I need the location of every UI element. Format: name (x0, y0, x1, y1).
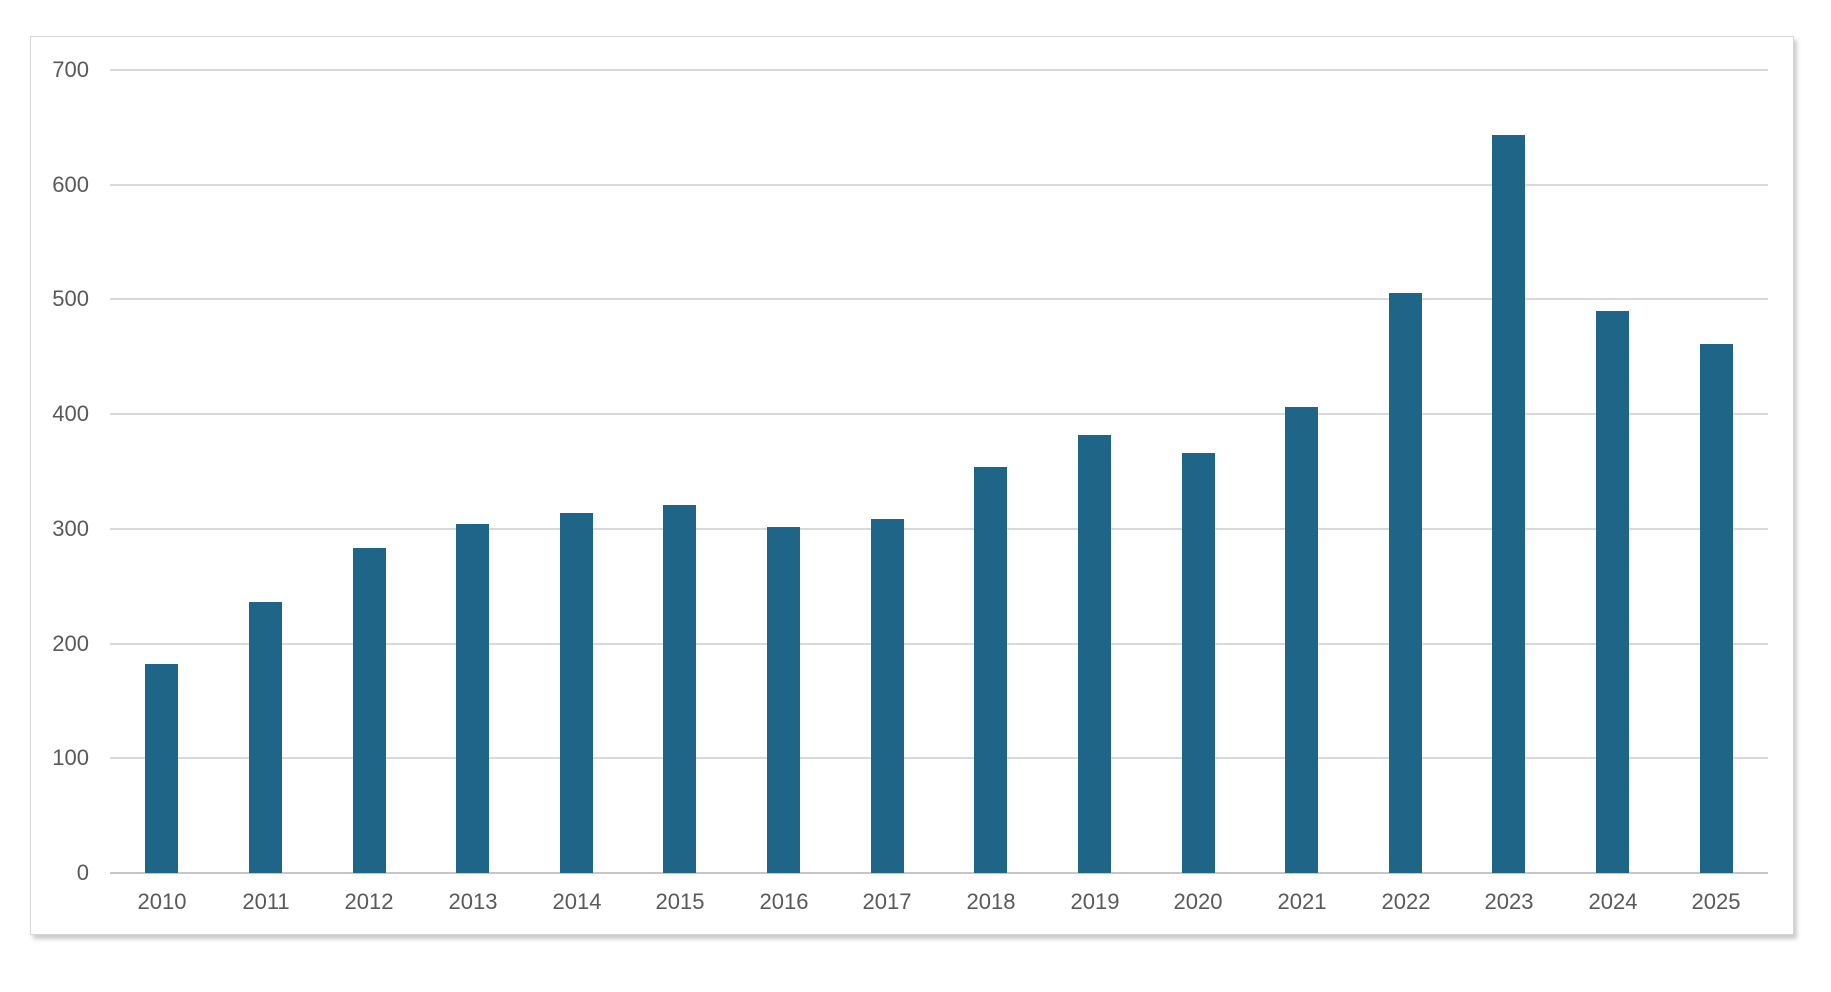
x-tick-label-2022: 2022 (1381, 889, 1431, 914)
bar-2021 (1285, 407, 1318, 873)
bar-series (31, 37, 1793, 934)
x-tick-label-2018: 2018 (966, 889, 1016, 914)
bar-2016 (767, 527, 800, 873)
x-tick-label-2017: 2017 (862, 889, 912, 914)
y-tick-label-200: 200 (52, 631, 89, 656)
y-tick-label-0: 0 (76, 860, 89, 885)
x-tick-label-2012: 2012 (344, 889, 394, 914)
bar-2025 (1700, 344, 1733, 873)
bar-2014 (560, 513, 593, 873)
bar-2023 (1492, 135, 1525, 873)
bar-2018 (974, 467, 1007, 873)
bar-2019 (1078, 435, 1111, 873)
bar-2017 (871, 519, 904, 873)
x-tick-label-2021: 2021 (1277, 889, 1327, 914)
x-tick-label-2023: 2023 (1484, 889, 1534, 914)
gridline-600 (110, 184, 1768, 186)
gridlines (31, 37, 1793, 934)
bar-2024 (1596, 311, 1629, 873)
gridline-300 (110, 528, 1768, 530)
x-tick-label-2025: 2025 (1691, 889, 1741, 914)
y-tick-label-600: 600 (52, 172, 89, 197)
x-axis-line (110, 872, 1768, 874)
x-tick-label-2019: 2019 (1070, 889, 1120, 914)
bar-2015 (663, 505, 696, 873)
y-tick-label-400: 400 (52, 401, 89, 426)
x-tick-label-2011: 2011 (242, 889, 290, 914)
gridline-400 (110, 413, 1768, 415)
x-tick-label-2013: 2013 (448, 889, 498, 914)
bar-2013 (456, 524, 489, 873)
gridline-200 (110, 643, 1768, 645)
y-tick-label-500: 500 (52, 286, 89, 311)
y-tick-label-300: 300 (52, 516, 89, 541)
x-tick-label-2014: 2014 (552, 889, 602, 914)
bar-2012 (353, 548, 386, 873)
x-tick-label-2010: 2010 (137, 889, 187, 914)
plot-area: 0 100 200 300 400 500 600 700 2010 2011 2012 2013 2… (31, 37, 1793, 934)
bar-2022 (1389, 293, 1422, 873)
bar-2011 (249, 602, 282, 873)
x-tick-label-2016: 2016 (759, 889, 809, 914)
bar-chart: 0 100 200 300 400 500 600 700 2010 2011 2012 2013 2… (30, 36, 1794, 935)
x-tick-label-2024: 2024 (1588, 889, 1638, 914)
bar-2010 (145, 664, 178, 873)
x-tick-label-2020: 2020 (1173, 889, 1223, 914)
y-axis-labels: 0 100 200 300 400 500 600 700 (31, 37, 1793, 934)
gridline-100 (110, 757, 1768, 759)
x-axis-labels: 2010 2011 2012 2013 2014 2015 2016 2017 2018 2019… (31, 37, 1793, 934)
y-tick-label-100: 100 (52, 745, 89, 770)
x-tick-label-2015: 2015 (655, 889, 705, 914)
y-tick-label-700: 700 (52, 57, 89, 82)
bar-2020 (1182, 453, 1215, 873)
gridline-700 (110, 69, 1768, 71)
gridline-500 (110, 298, 1768, 300)
